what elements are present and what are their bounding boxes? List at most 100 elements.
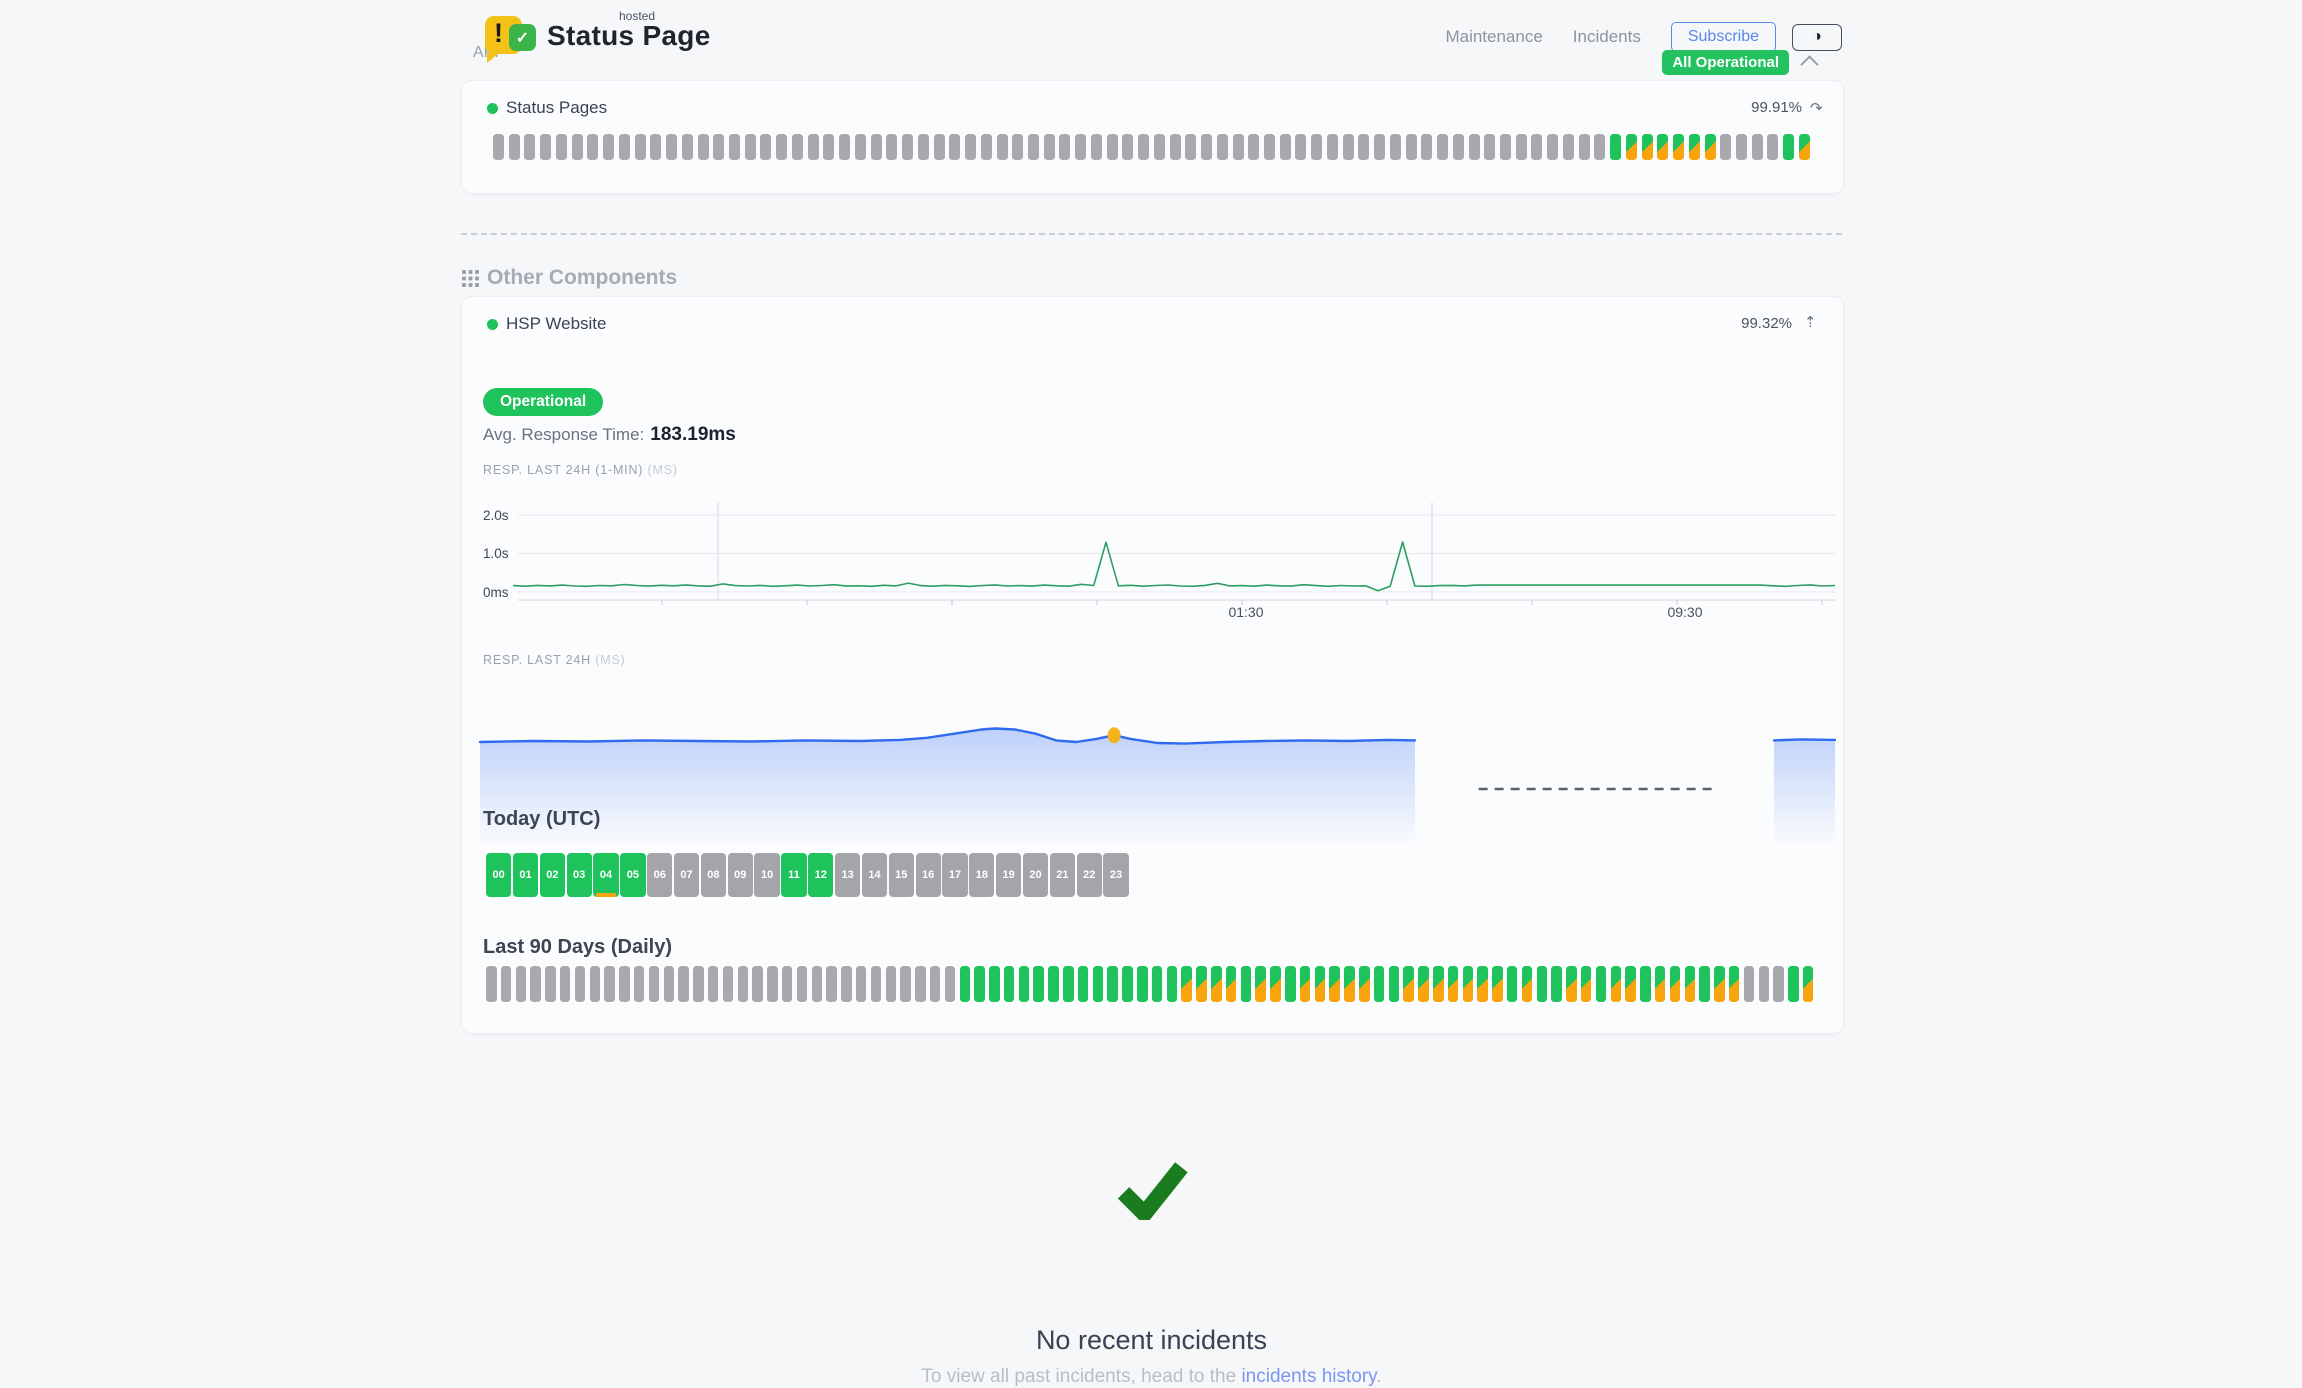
uptime-bar-degraded[interactable] [1418,966,1429,1002]
uptime-bar-operational[interactable] [1077,966,1089,1002]
uptime-bar-degraded[interactable] [1654,966,1666,1002]
uptime-bar-operational[interactable] [1018,966,1030,1002]
uptime-bar-no-data[interactable] [1736,134,1748,160]
trend-up-dashed-icon[interactable]: ⇡ [1804,314,1817,331]
uptime-bar-no-data[interactable] [1374,134,1386,160]
uptime-bar-operational[interactable] [1373,966,1385,1002]
hour-block-16[interactable]: 16 [915,853,941,897]
uptime-bar-operational[interactable] [1640,966,1651,1002]
uptime-bar-no-data[interactable] [1484,134,1496,160]
uptime-bar-no-data[interactable] [603,134,615,160]
nav-incidents[interactable]: Incidents [1572,27,1641,46]
uptime-bar-no-data[interactable] [587,134,599,160]
uptime-bar-no-data[interactable] [540,134,552,160]
uptime-bar-no-data[interactable] [1138,134,1150,160]
hour-block-02[interactable]: 02 [539,853,565,897]
hour-block-01[interactable]: 01 [512,853,539,897]
uptime-bar-no-data[interactable] [663,966,675,1002]
uptime-bar-no-data[interactable] [826,966,837,1002]
uptime-bar-degraded[interactable] [1802,966,1814,1002]
uptime-bar-no-data[interactable] [1122,134,1134,160]
uptime-bar-operational[interactable] [1107,966,1118,1002]
component-row-status-pages[interactable]: Status Pages [487,98,607,118]
uptime-bar-no-data[interactable] [767,966,778,1002]
uptime-bar-no-data[interactable] [1311,134,1323,160]
uptime-bar-no-data[interactable] [713,134,725,160]
uptime-bar-operational[interactable] [1166,966,1178,1002]
theme-toggle-button[interactable]: ◑ [1792,23,1842,51]
uptime-bar-no-data[interactable] [1720,134,1732,160]
uptime-bar-degraded[interactable] [1447,966,1459,1002]
uptime-bar-no-data[interactable] [744,134,756,160]
uptime-bar-no-data[interactable] [1515,134,1527,160]
uptime-bar-degraded[interactable] [1462,966,1474,1002]
uptime-bar-no-data[interactable] [900,966,911,1002]
uptime-bar-operational[interactable] [1092,966,1104,1002]
uptime-bar-no-data[interactable] [650,134,662,160]
uptime-bar-degraded[interactable] [1728,966,1740,1002]
history-redo-icon[interactable]: ↷ [1810,100,1823,117]
uptime-bar-degraded[interactable] [1566,966,1577,1002]
uptime-bar-degraded[interactable] [1669,966,1681,1002]
uptime-bar-no-data[interactable] [1090,134,1102,160]
uptime-bar-no-data[interactable] [524,134,536,160]
uptime-bar-operational[interactable] [1137,966,1148,1002]
uptime-bar-operational[interactable] [1122,966,1133,1002]
hour-block-17[interactable]: 17 [942,853,968,897]
uptime-bar-no-data[interactable] [1012,134,1024,160]
uptime-bar-no-data[interactable] [633,966,645,1002]
uptime-bar-operational[interactable] [1536,966,1548,1002]
hour-block-20[interactable]: 20 [1022,853,1049,897]
uptime-bar-no-data[interactable] [870,134,882,160]
hour-block-21[interactable]: 21 [1049,853,1076,897]
uptime-bar-operational[interactable] [1595,966,1607,1002]
uptime-bar-no-data[interactable] [1043,134,1055,160]
logo[interactable]: ! ✓ hosted Status Page [485,9,711,63]
uptime-bar-no-data[interactable] [604,966,615,1002]
hour-block-08[interactable]: 08 [700,853,727,897]
uptime-bar-no-data[interactable] [870,966,882,1002]
uptime-bar-no-data[interactable] [559,966,571,1002]
uptime-bar-degraded[interactable] [1255,966,1266,1002]
uptime-bar-degraded[interactable] [1225,966,1237,1002]
uptime-bar-no-data[interactable] [530,966,541,1002]
uptime-bar-no-data[interactable] [776,134,788,160]
uptime-bar-operational[interactable] [989,966,1000,1002]
uptime-bar-operational[interactable] [1788,966,1799,1002]
uptime-bar-operational[interactable] [1151,966,1163,1002]
uptime-bar-no-data[interactable] [1295,134,1307,160]
uptime-bar-degraded[interactable] [1521,966,1533,1002]
chevron-up-icon[interactable] [1800,55,1819,74]
uptime-bar-no-data[interactable] [1437,134,1449,160]
hour-block-23[interactable]: 23 [1103,853,1129,897]
uptime-bar-degraded[interactable] [1329,966,1340,1002]
uptime-bar-no-data[interactable] [1059,134,1071,160]
uptime-bar-no-data[interactable] [796,966,808,1002]
uptime-bar-no-data[interactable] [885,966,897,1002]
uptime-bar-no-data[interactable] [807,134,819,160]
uptime-bar-no-data[interactable] [1767,134,1779,160]
uptime-bar-no-data[interactable] [1185,134,1197,160]
uptime-bar-no-data[interactable] [1326,134,1338,160]
uptime-bar-no-data[interactable] [823,134,835,160]
resp-1min-chart[interactable] [483,498,1836,610]
uptime-bar-degraded[interactable] [1688,134,1700,160]
uptime-bar-operational[interactable] [1551,966,1562,1002]
uptime-bar-no-data[interactable] [648,966,660,1002]
uptime-bar-no-data[interactable] [1169,134,1181,160]
uptime-bar-degraded[interactable] [1625,134,1637,160]
uptime-bar-no-data[interactable] [839,134,851,160]
uptime-bar-operational[interactable] [1048,966,1059,1002]
uptime-bar-degraded[interactable] [1704,134,1716,160]
incidents-history-link[interactable]: incidents history [1241,1366,1377,1387]
uptime-bar-no-data[interactable] [571,134,583,160]
uptime-bar-no-data[interactable] [1232,134,1244,160]
uptime-bar-no-data[interactable] [1594,134,1606,160]
uptime-bar-no-data[interactable] [1578,134,1590,160]
uptime-bar-no-data[interactable] [555,134,567,160]
uptime-bar-no-data[interactable] [1751,134,1763,160]
uptime-bar-no-data[interactable] [1279,134,1291,160]
uptime-bar-degraded[interactable] [1403,966,1414,1002]
uptime-bar-no-data[interactable] [722,966,734,1002]
uptime-bar-operational[interactable] [1610,134,1622,160]
